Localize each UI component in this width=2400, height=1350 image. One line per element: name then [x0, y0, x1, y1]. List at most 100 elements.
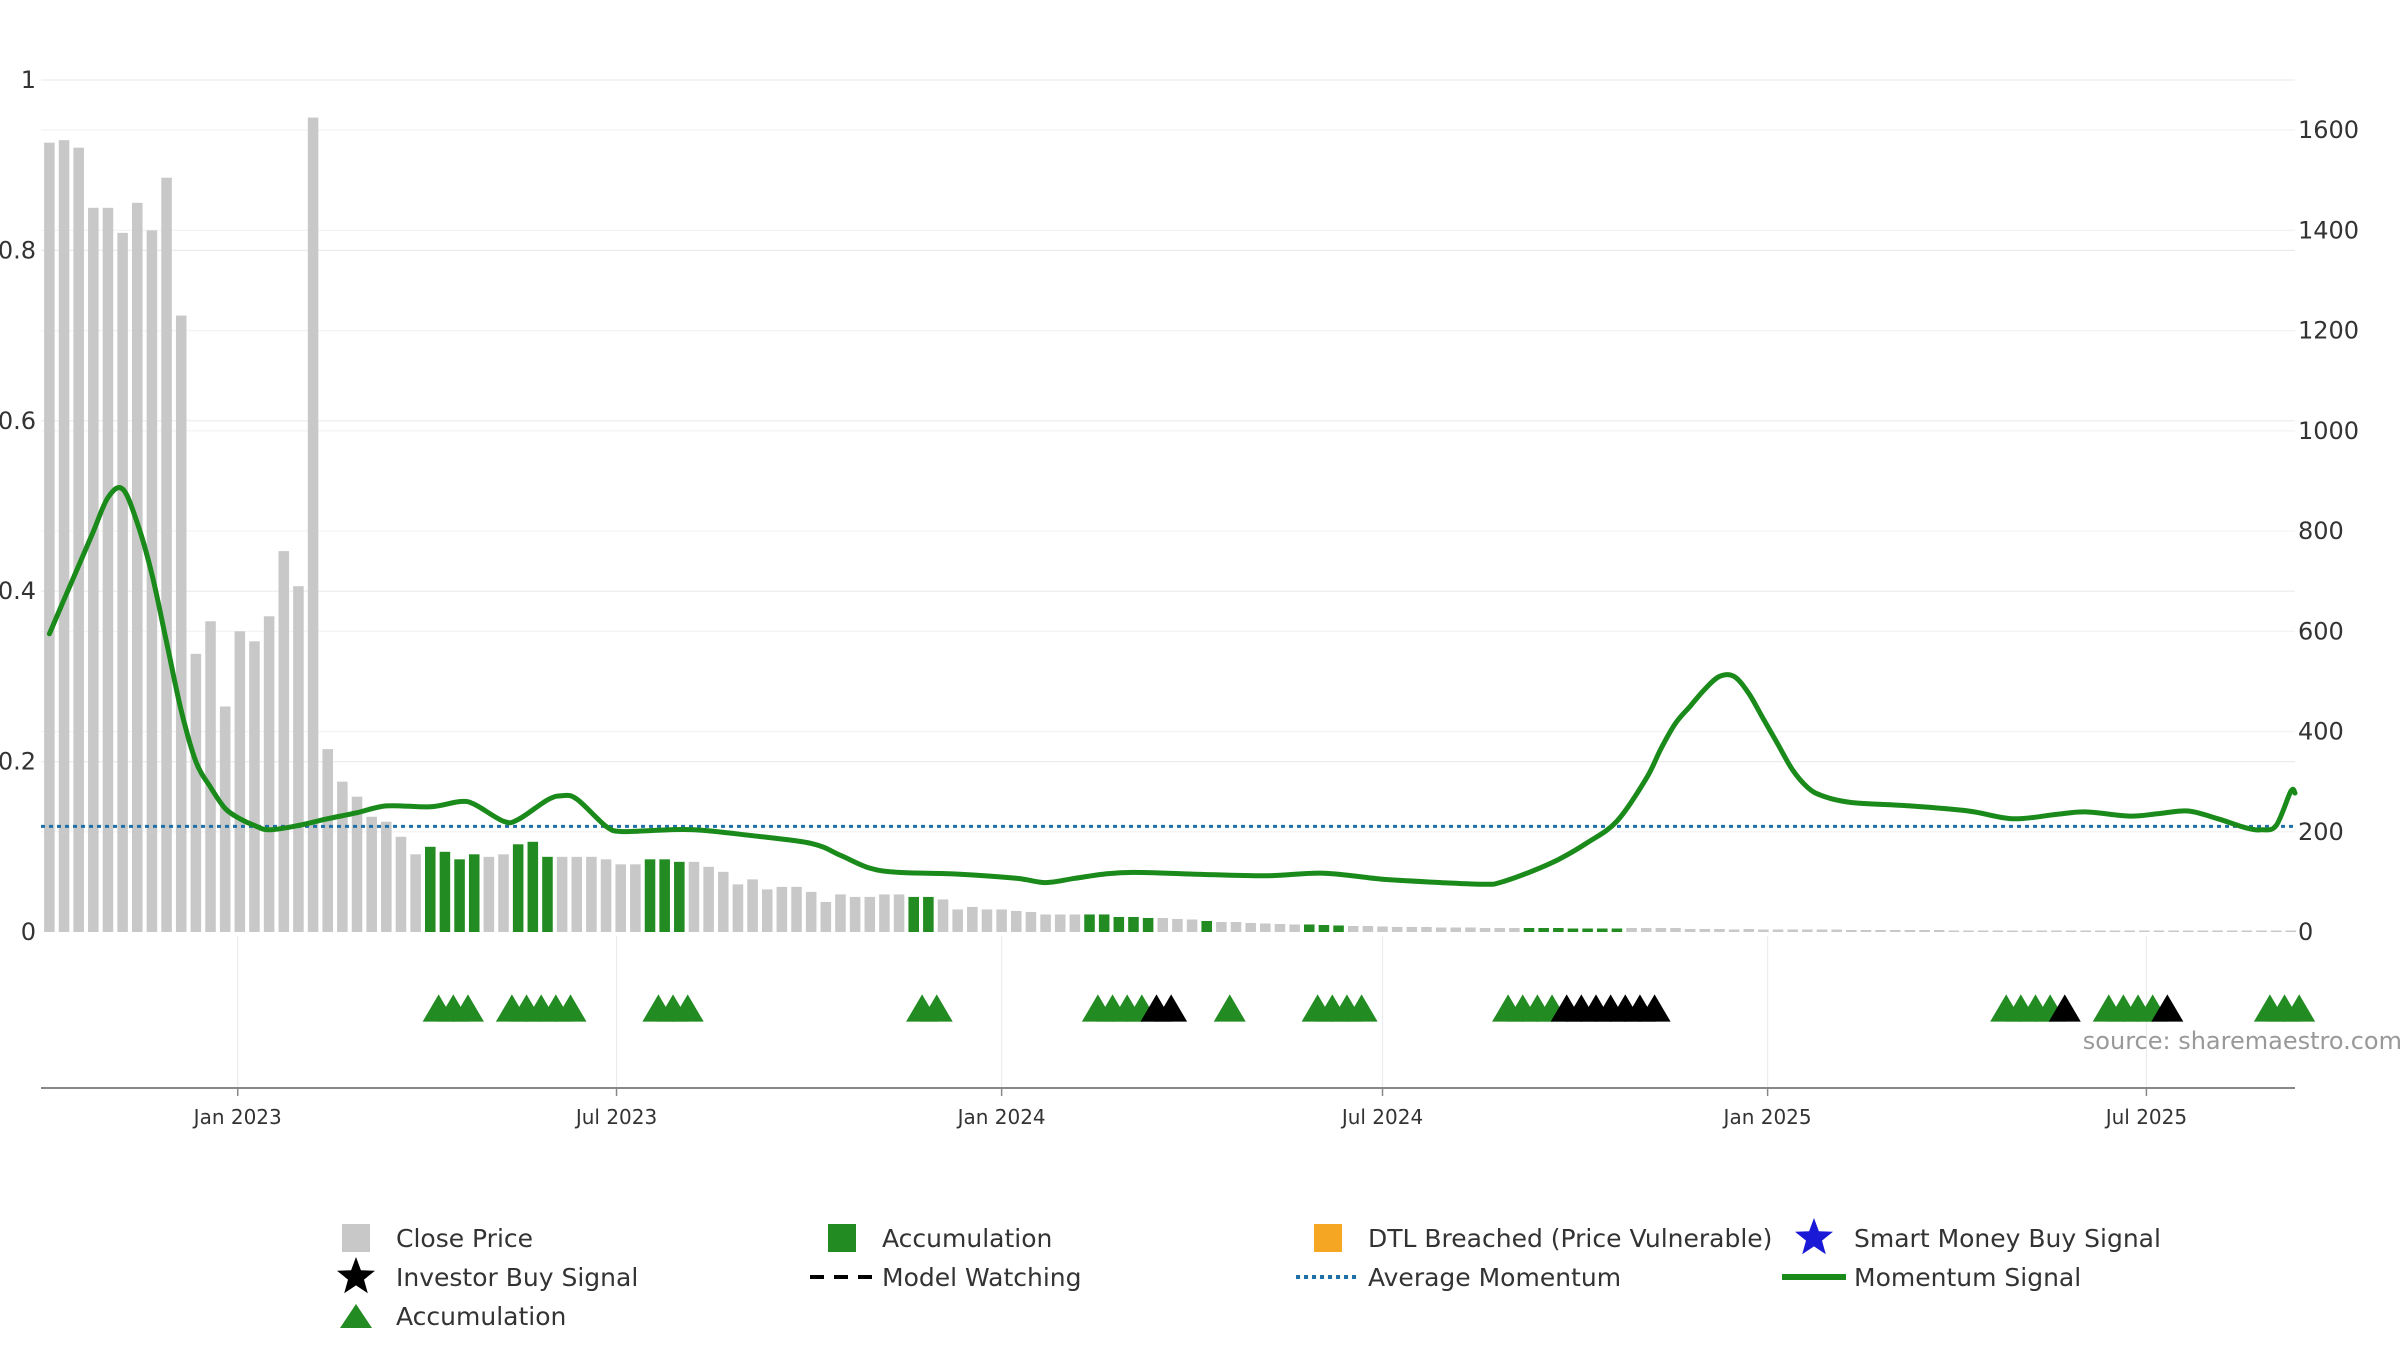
accumulation-bar	[1538, 927, 1549, 932]
accumulation-signal-icon	[920, 994, 953, 1022]
accumulation-signal-icon	[671, 994, 704, 1022]
accumulation-bar	[923, 896, 934, 932]
legend-swatch	[1314, 1224, 1342, 1252]
price-bar	[586, 856, 597, 932]
accumulation-bar	[644, 859, 656, 932]
price-bar	[410, 854, 421, 932]
investor-buy-signal-icon	[1638, 994, 1671, 1022]
accumulation-bar	[454, 859, 465, 932]
price-bar	[1421, 926, 1432, 932]
accumulation-bar	[1596, 928, 1608, 932]
accumulation-bar	[1553, 927, 1564, 932]
price-bar	[791, 886, 802, 932]
right-tick-label: 800	[2298, 517, 2344, 545]
price-bar	[615, 864, 626, 932]
accumulation-signal-icon	[451, 994, 484, 1022]
accumulation-bar	[439, 851, 451, 932]
price-bar	[1919, 929, 1930, 932]
price-bar	[1216, 921, 1227, 932]
accumulation-bar	[542, 856, 553, 932]
x-tick-label: Jan 2024	[956, 1105, 1046, 1129]
price-bar	[1758, 929, 1769, 932]
accumulation-bar	[1582, 928, 1593, 932]
accumulation-bar	[468, 854, 480, 932]
price-bar	[2139, 930, 2150, 932]
price-bar	[1963, 930, 1974, 932]
price-bar	[1509, 927, 1520, 932]
x-tick-label: Jul 2024	[1340, 1105, 1423, 1129]
price-bar	[1684, 928, 1696, 932]
price-bar	[1494, 927, 1505, 932]
price-bar	[131, 202, 143, 933]
signal-markers	[422, 994, 2316, 1022]
price-bar	[117, 232, 128, 932]
price-bar	[1245, 922, 1256, 932]
left-tick-label: 0	[21, 918, 36, 946]
legend-label: DTL Breached (Price Vulnerable)	[1368, 1224, 1772, 1253]
accumulation-bar	[527, 841, 539, 932]
price-bar	[293, 586, 304, 932]
grid-lines	[41, 79, 2295, 1088]
legend-swatch	[828, 1224, 856, 1252]
price-bar	[1230, 921, 1242, 932]
accumulation-bar	[1201, 920, 1212, 932]
legend-label: Accumulation	[882, 1224, 1052, 1253]
accumulation-bar	[1098, 914, 1110, 932]
price-bar	[849, 896, 861, 932]
left-tick-label: 0.2	[0, 748, 36, 776]
accumulation-bar	[1142, 917, 1154, 932]
price-bar	[703, 866, 714, 932]
price-bar	[175, 315, 187, 932]
x-tick-label: Jul 2025	[2104, 1105, 2187, 1129]
left-tick-label: 1	[21, 66, 36, 94]
price-bar	[2270, 930, 2282, 932]
x-tick-label: Jan 2025	[1722, 1105, 1812, 1129]
price-bar	[483, 856, 495, 932]
left-tick-label: 0.6	[0, 407, 36, 435]
price-bar	[1274, 923, 1286, 932]
price-bar	[2124, 930, 2135, 932]
price-bar	[1626, 927, 1637, 932]
accumulation-bar	[1318, 924, 1330, 932]
legend-label: Average Momentum	[1368, 1263, 1621, 1292]
right-tick-label: 400	[2298, 718, 2344, 746]
x-axis: Jan 2023 Jul 2023 Jan 2024 Jul 2024 Jan 2025…	[192, 1088, 2187, 1129]
x-tick-label: Jan 2023	[192, 1105, 282, 1129]
price-bar	[2285, 930, 2297, 932]
price-bar	[1977, 930, 1989, 932]
price-bar	[1450, 927, 1462, 932]
price-bar	[1465, 927, 1476, 932]
price-bar	[1904, 929, 1916, 932]
price-bar	[2168, 930, 2179, 932]
price-bar	[2182, 930, 2194, 932]
price-bar	[893, 894, 905, 932]
price-bar	[1289, 924, 1300, 932]
price-bar	[1479, 927, 1491, 932]
price-bar	[102, 207, 114, 933]
price-bar	[1772, 929, 1784, 932]
price-bar	[820, 901, 832, 932]
accumulation-bar	[1523, 927, 1535, 932]
price-bar	[351, 796, 363, 932]
accumulation-signal-icon	[1345, 994, 1378, 1022]
right-tick-label: 200	[2298, 818, 2344, 846]
price-bar	[630, 864, 641, 932]
price-bar	[2095, 930, 2106, 932]
price-bar	[2256, 930, 2267, 932]
price-bar	[879, 894, 890, 932]
right-tick-label: 1400	[2298, 216, 2359, 244]
left-tick-label: 0.8	[0, 236, 36, 264]
price-bar	[747, 879, 758, 932]
price-bar	[1069, 914, 1081, 932]
price-bar	[337, 781, 348, 932]
price-bar	[2036, 930, 2048, 932]
price-bar	[1802, 929, 1813, 932]
price-bar	[1948, 930, 1960, 932]
price-bar	[498, 854, 509, 932]
price-bar	[2212, 930, 2223, 932]
price-bar	[205, 621, 216, 932]
price-bar	[1875, 929, 1886, 932]
price-bar	[1846, 929, 1857, 932]
price-bar	[2021, 930, 2033, 932]
left-axis: 0 0.2 0.4 0.6 0.8 1	[0, 66, 36, 946]
